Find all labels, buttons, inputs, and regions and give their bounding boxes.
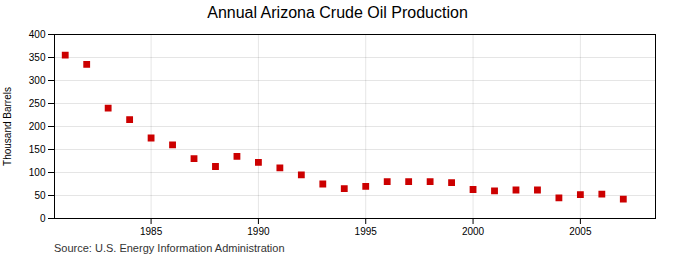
svg-text:1985: 1985 <box>140 226 163 237</box>
svg-text:250: 250 <box>29 98 46 109</box>
svg-text:150: 150 <box>29 144 46 155</box>
svg-text:300: 300 <box>29 75 46 86</box>
svg-text:Thousand Barrels: Thousand Barrels <box>2 87 13 166</box>
svg-text:50: 50 <box>34 190 46 201</box>
html-text:Source: U.S. Energy Informatio: Source: U.S. Energy Information Administ… <box>54 242 285 254</box>
svg-text:350: 350 <box>29 52 46 63</box>
svg-text:2005: 2005 <box>569 226 592 237</box>
svg-text:1990: 1990 <box>247 226 270 237</box>
svg-text:2000: 2000 <box>462 226 485 237</box>
svg-text:1995: 1995 <box>355 226 378 237</box>
svg-text:200: 200 <box>29 121 46 132</box>
html-text:Annual Arizona Crude Oil Produ: Annual Arizona Crude Oil Production <box>207 4 468 21</box>
svg-text:100: 100 <box>29 167 46 178</box>
svg-text:400: 400 <box>29 29 46 40</box>
svg-text:0: 0 <box>40 213 46 224</box>
